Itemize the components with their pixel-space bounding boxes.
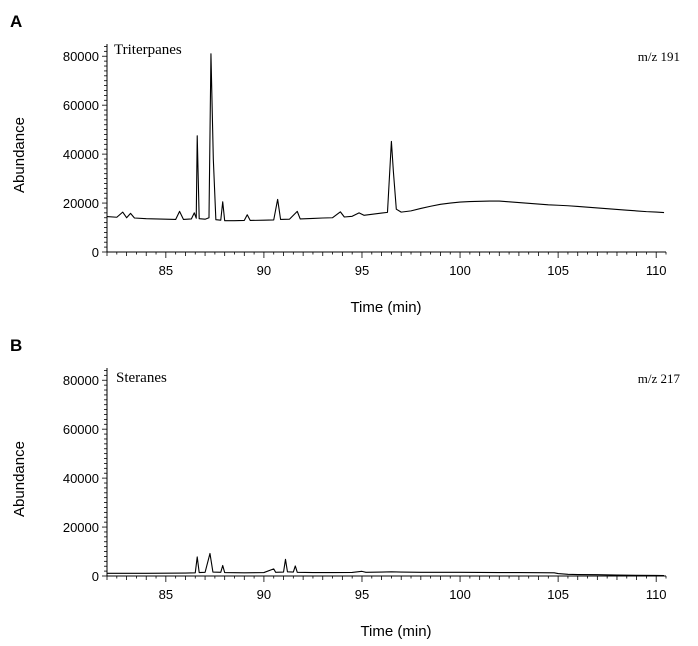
x-tick-label: 85: [159, 263, 173, 278]
y-tick-label: 40000: [63, 147, 99, 162]
panel-a: A Triterpanes m/z 191 Time (min) Abundan…: [10, 12, 680, 316]
x-tick-label: 105: [547, 263, 569, 278]
axes-a: [106, 44, 666, 253]
x-axis-label-b: Time (min): [360, 623, 431, 640]
y-axis-label-b: Abundance: [11, 441, 28, 517]
plot-area-b: [107, 552, 665, 577]
ticks-a: 0 20000 40000 60000 80000 85 90 95 100 105 110: [63, 46, 667, 278]
mz-annotation-a: m/z 191: [638, 49, 680, 64]
x-tick-label: 95: [355, 263, 369, 278]
y-tick-label: 60000: [63, 422, 99, 437]
y-axis-label-a: Abundance: [11, 117, 28, 193]
x-tick-label: 95: [355, 587, 369, 602]
y-tick-label: 0: [92, 245, 99, 260]
panel-b: B Steranes m/z 217 Time (min) Abundance …: [10, 336, 680, 640]
x-tick-label: 90: [257, 587, 271, 602]
y-tick-label: 20000: [63, 196, 99, 211]
y-tick-label: 0: [92, 569, 99, 584]
x-tick-label: 90: [257, 263, 271, 278]
plot-area-a: [106, 53, 665, 222]
y-tick-label: 40000: [63, 471, 99, 486]
panel-label-b: B: [10, 336, 22, 355]
x-tick-label: 85: [159, 587, 173, 602]
chromatogram-trace-b: [107, 552, 665, 577]
chart-title-triterpanes: Triterpanes: [114, 42, 182, 58]
ticks-b: 0 20000 40000 60000 80000 85 90 95 100 105 110: [63, 370, 667, 602]
chromatogram-trace-a: [106, 53, 665, 222]
panel-label-a: A: [10, 12, 22, 31]
y-tick-label: 80000: [63, 373, 99, 388]
x-tick-label: 100: [449, 587, 471, 602]
y-tick-label: 80000: [63, 49, 99, 64]
axes-b: [106, 368, 666, 577]
x-tick-label: 100: [449, 263, 471, 278]
x-tick-label: 110: [646, 263, 667, 278]
chart-title-steranes: Steranes: [116, 370, 167, 386]
x-axis-label-a: Time (min): [350, 299, 421, 316]
mz-annotation-b: m/z 217: [638, 371, 681, 386]
x-tick-label: 110: [646, 587, 667, 602]
y-tick-label: 60000: [63, 98, 99, 113]
x-tick-label: 105: [547, 587, 569, 602]
y-tick-label: 20000: [63, 520, 99, 535]
